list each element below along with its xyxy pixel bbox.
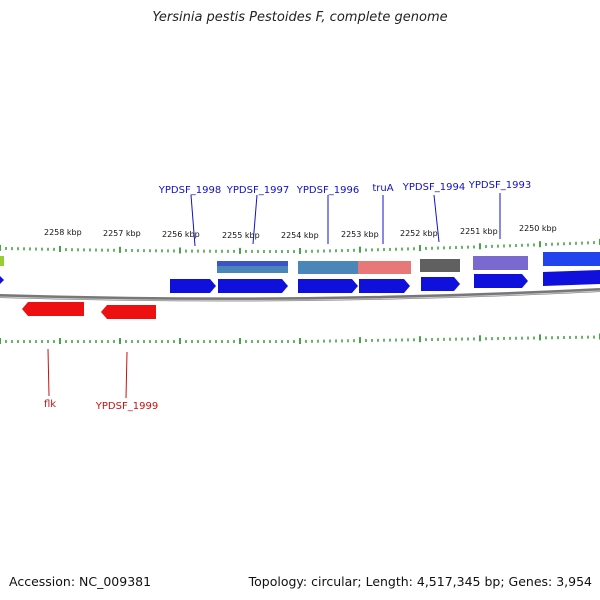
leader-line (125, 351, 128, 399)
inner-ticks (0, 333, 600, 344)
cog-segment (543, 252, 600, 266)
scale-label: 2253 kbp (341, 230, 379, 239)
reverse-gene-arrow[interactable] (101, 305, 156, 319)
gene-label-ypdsf-1997[interactable]: YPDSF_1997 (226, 185, 289, 196)
gene-label-ypdsf-1994[interactable]: YPDSF_1994 (402, 182, 465, 193)
forward-gene-arrow[interactable] (218, 279, 288, 293)
forward-labels: YPDSF_1998 YPDSF_1997 YPDSF_1996 truA YP… (158, 180, 531, 196)
forward-gene-arrow[interactable] (474, 274, 528, 288)
scale-labels: 2258 kbp 2257 kbp 2256 kbp 2255 kbp 2254… (44, 224, 557, 240)
gene-label-flk[interactable]: flk (44, 399, 56, 410)
accession-text: Accession: NC_009381 (9, 574, 152, 589)
reverse-gene-arrow[interactable] (22, 302, 84, 316)
cog-segment (473, 256, 528, 270)
cog-segment (0, 256, 4, 266)
map-title: Yersinia pestis Pestoides F, complete ge… (152, 10, 448, 25)
gene-label-ypdsf-1999[interactable]: YPDSF_1999 (95, 401, 158, 412)
gene-label-trua[interactable]: truA (372, 183, 393, 194)
scale-label: 2251 kbp (460, 227, 498, 236)
forward-gene-arrow[interactable] (298, 279, 358, 293)
leader-line (252, 194, 258, 245)
cog-segment (217, 266, 288, 273)
cog-segment (298, 261, 358, 274)
scale-label: 2254 kbp (281, 231, 319, 240)
forward-gene-arrow[interactable] (170, 279, 216, 293)
genome-summary: Topology: circular; Length: 4,517,345 bp… (248, 574, 592, 589)
scale-label: 2250 kbp (519, 224, 557, 233)
cog-strip (0, 252, 600, 274)
scale-label: 2257 kbp (103, 229, 141, 238)
forward-gene-arrow[interactable] (543, 270, 600, 286)
backbone (0, 288, 600, 302)
forward-genes (0, 270, 600, 293)
scale-label: 2252 kbp (400, 229, 438, 238)
cog-segment (358, 261, 411, 274)
cog-segment (217, 261, 288, 266)
reverse-leaders (47, 348, 128, 399)
leader-line (190, 194, 196, 247)
scale-label: 2256 kbp (162, 230, 200, 239)
forward-gene-arrow[interactable] (359, 279, 410, 293)
forward-gene-arrow[interactable] (421, 277, 460, 291)
gene-label-ypdsf-1993[interactable]: YPDSF_1993 (468, 180, 531, 191)
cog-segment (420, 259, 460, 272)
leader-line (433, 194, 440, 243)
outer-ticks (0, 238, 600, 254)
scale-label: 2255 kbp (222, 231, 260, 240)
leader-line (47, 348, 50, 397)
reverse-genes (22, 302, 156, 319)
reverse-labels: flk YPDSF_1999 (44, 399, 158, 412)
scale-label: 2258 kbp (44, 228, 82, 237)
forward-leaders (190, 193, 501, 247)
gene-label-ypdsf-1998[interactable]: YPDSF_1998 (158, 185, 221, 196)
forward-gene-arrow[interactable] (0, 276, 4, 284)
backbone-highlight (0, 290, 600, 301)
gene-label-ypdsf-1996[interactable]: YPDSF_1996 (296, 185, 359, 196)
